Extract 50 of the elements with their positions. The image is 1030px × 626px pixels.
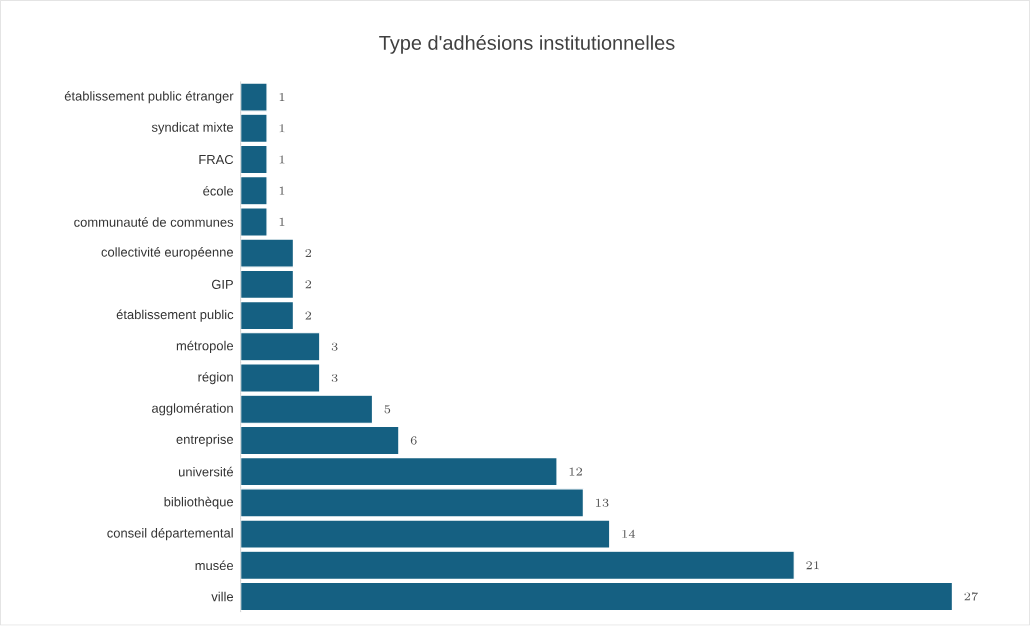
bar [240,519,611,549]
bar [240,113,268,144]
data-label: 2 [305,280,312,289]
bar [240,301,295,331]
data-label: 13 [596,498,609,508]
bar [240,176,268,206]
bar [240,426,400,456]
y-tick-label: école [203,186,234,196]
bar [240,363,321,393]
bar [240,238,295,269]
y-tick-label: ville [211,591,234,602]
y-tick-label: métropole [176,340,234,354]
y-tick-label: région [198,372,233,385]
data-label: 27 [964,592,978,601]
y-tick-label: GIP [211,280,233,290]
y-tick-label: établissement public [116,309,234,322]
bar [240,145,268,175]
data-label: 6 [410,436,417,445]
data-label: 14 [622,530,636,539]
bar [240,269,295,300]
data-label: 1 [279,93,285,102]
y-tick-label: établissement public étranger [64,91,234,104]
y-tick-label: bibliothèque [164,496,234,510]
y-tick-label: entreprise [176,434,234,447]
bar [240,332,321,362]
data-label: 21 [806,561,819,570]
y-tick-label: collectivité européenne [101,247,234,260]
data-label: 5 [384,405,391,414]
data-label: 1 [279,155,285,164]
data-label: 2 [305,249,312,258]
data-label: 3 [331,342,338,352]
y-tick-label: FRAC [199,155,234,165]
y-tick-label: agglomération [152,403,233,416]
y-tick-label: musée [195,560,234,571]
bar [240,394,374,425]
data-label: 1 [279,124,285,133]
data-label: 12 [569,467,582,476]
bar [240,488,584,518]
y-tick-label: syndicat mixte [151,122,234,135]
chart-title: Type d'adhésions institutionnelles [379,35,675,55]
bar [240,457,558,487]
data-label: 1 [279,186,285,195]
data-label: 2 [305,311,312,320]
y-tick-label: conseil départemental [107,528,233,541]
y-tick-label: communauté de communes [74,217,234,228]
y-tick-label: université [178,467,234,477]
data-label: 1 [279,218,285,227]
data-label: 3 [331,374,338,383]
bar [240,550,795,581]
bar [240,582,954,612]
